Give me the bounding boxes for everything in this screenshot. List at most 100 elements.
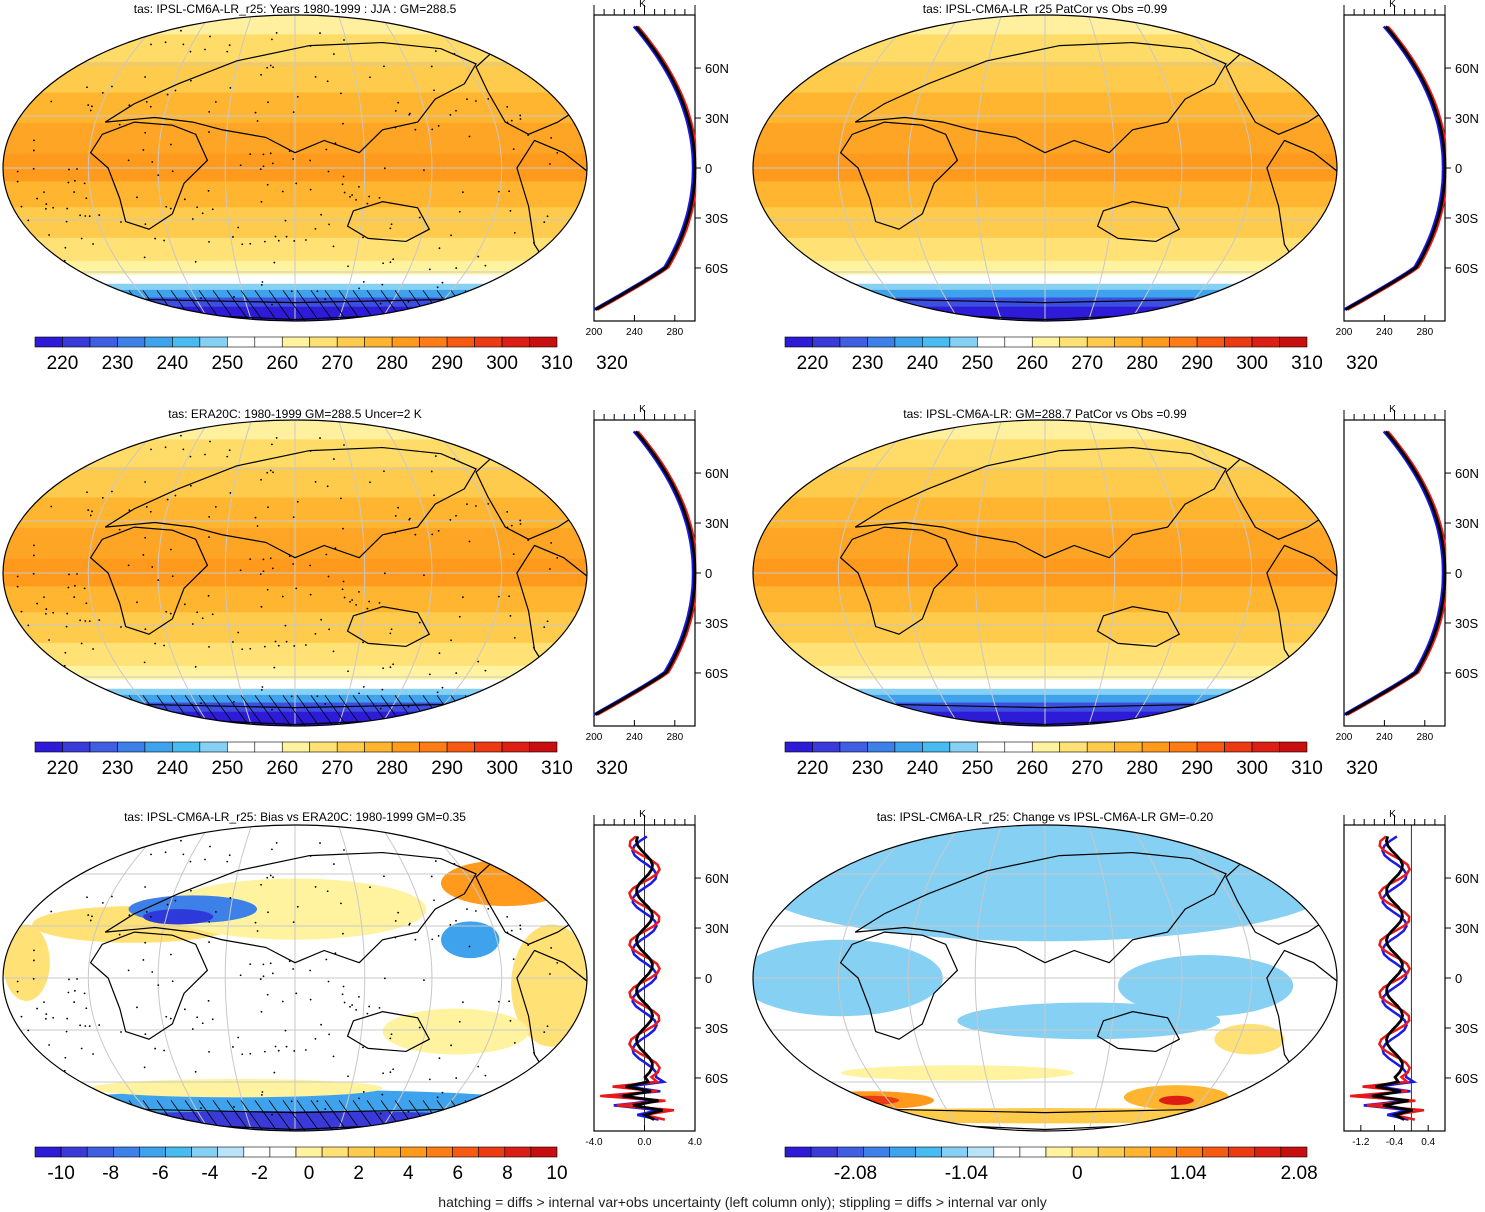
continent-australia <box>346 606 431 648</box>
colorbar-swatch <box>117 336 146 348</box>
colorbar-swatch <box>1086 741 1115 753</box>
continent-eurasia <box>854 446 1227 559</box>
colorbar-swatch <box>172 741 201 753</box>
graticule <box>3 420 587 726</box>
colorbar-swatch <box>62 741 91 753</box>
profile-lat-label: 30S <box>705 1021 728 1036</box>
profile-lat-label: 30S <box>705 211 728 226</box>
colorbar-label: 260 <box>266 758 298 779</box>
panel-title: tas: IPSL-CM6A-LR_r25: Change vs IPSL-CM… <box>876 810 1214 824</box>
colorbar-swatch <box>1141 336 1170 348</box>
colorbar-swatch <box>1176 1146 1203 1158</box>
profile-lat-label: 60S <box>1455 666 1478 681</box>
colorbar-swatch <box>941 1146 969 1158</box>
zonal-profile: K 60N 30N 0 30S 60S -4.0 0.0 4.0 <box>585 810 728 1148</box>
colorbar-swatch <box>1279 741 1308 753</box>
profile-frame <box>1343 14 1446 322</box>
colorbar-swatch <box>810 1146 838 1158</box>
colorbar-swatch <box>530 1146 558 1158</box>
graticule <box>3 825 587 1131</box>
colorbar-swatch <box>1251 741 1280 753</box>
colorbar-swatch <box>529 336 558 348</box>
colorbar-swatch <box>863 1146 890 1158</box>
zonal-profile: K 60N 30N 0 30S 60S -1.2 -0.4 0.4 <box>1343 810 1479 1148</box>
zonal-profile: K 60N 30N 0 30S 60S 200 240 280 <box>1336 405 1479 743</box>
profile-line-model <box>594 25 697 311</box>
colorbar-swatch <box>60 1146 88 1158</box>
profile-line-ref <box>593 430 695 716</box>
colorbar-label: 290 <box>431 353 463 374</box>
colorbar-swatch <box>1004 336 1033 348</box>
panel-title: tas: IPSL-CM6A-LR_r25: Years 1980-1999 :… <box>133 2 457 16</box>
colorbar-label: 230 <box>852 758 884 779</box>
colorbar-label: 290 <box>431 758 463 779</box>
profile-line-obs <box>1350 835 1425 1121</box>
continent-australia <box>346 1011 431 1053</box>
profile-x-label: 200 <box>586 732 603 743</box>
colorbar: -2.08 -1.04 0 1.04 2.08 <box>784 1146 1318 1184</box>
profile-x-label: -0.4 <box>1386 1137 1404 1148</box>
profile-unit: K <box>639 405 646 415</box>
colorbar-label: 220 <box>797 353 829 374</box>
profile-line-model <box>1372 836 1413 1121</box>
colorbar-swatch <box>784 741 813 753</box>
profile-x-label: -4.0 <box>585 1137 603 1148</box>
colorbar-swatch <box>199 741 228 753</box>
colorbar-swatch <box>812 741 841 753</box>
colorbar-label: 250 <box>211 353 243 374</box>
change-region <box>1214 1023 1285 1055</box>
colorbar-swatch <box>949 336 978 348</box>
continent-greenland <box>522 22 577 44</box>
colorbar-label: 310 <box>541 758 573 779</box>
colorbar-swatch <box>336 336 365 348</box>
colorbar-swatch <box>867 336 896 348</box>
colorbar-swatch <box>89 741 118 753</box>
map-outline <box>2 824 588 1132</box>
colorbar-swatch <box>1071 1146 1099 1158</box>
colorbar-swatch <box>1196 741 1225 753</box>
bias-region <box>441 921 500 959</box>
colorbar-label: 280 <box>1126 353 1158 374</box>
profile-x-label: 240 <box>626 732 643 743</box>
map-projection <box>752 824 1338 1132</box>
colorbar-swatch <box>836 1146 864 1158</box>
profile-line-obs <box>1346 430 1447 716</box>
colorbar-label: 1.04 <box>1170 1163 1207 1184</box>
colorbar-swatch <box>1251 336 1280 348</box>
colorbar-swatch <box>1031 336 1061 348</box>
colorbar-swatch <box>199 336 228 348</box>
colorbar-label: 230 <box>852 353 884 374</box>
zonal-profile: K 60N 30N 0 30S 60S 200 240 280 <box>1336 0 1479 338</box>
profile-line-obs <box>600 835 675 1121</box>
colorbar-swatch <box>89 336 118 348</box>
colorbar-swatch <box>1169 741 1198 753</box>
colorbar-label: 250 <box>961 353 993 374</box>
profile-lat-label: 60S <box>1455 1071 1478 1086</box>
colorbar-swatch <box>144 336 173 348</box>
colorbar-swatch <box>915 1146 942 1158</box>
colorbar-swatch <box>34 741 63 753</box>
panel-svg: 220 230 240 250 260 270 280 290 300 310 320 K 60N 30N… <box>752 0 1479 374</box>
colorbar-swatch <box>967 1146 995 1158</box>
colorbar-swatch <box>1086 336 1115 348</box>
profile-unit: K <box>639 0 646 10</box>
profile-x-label: 240 <box>1376 327 1393 338</box>
colorbar-swatch <box>839 741 868 753</box>
colorbar-swatch <box>474 741 503 753</box>
colorbar-label: 260 <box>266 353 298 374</box>
panel-p5: tas: IPSL-CM6A-LR_r25: Bias vs ERA20C: 1… <box>0 810 735 1190</box>
continent-africa <box>839 526 959 635</box>
profile-line-model <box>622 836 663 1121</box>
colorbar-swatch <box>501 336 530 348</box>
profile-lat-label: 60N <box>705 871 729 886</box>
colorbar-label: 300 <box>1236 353 1268 374</box>
panel-title: tas: IPSL-CM6A-LR_r25 PatCor vs Obs =0.9… <box>922 2 1168 16</box>
profile-lat-label: 60S <box>705 666 728 681</box>
colorbar-swatch <box>1202 1146 1230 1158</box>
graticule <box>753 420 1337 726</box>
footnote: hatching = diffs > internal var+obs unce… <box>438 1194 1047 1210</box>
colorbar-label: 280 <box>376 758 408 779</box>
colorbar-label: 220 <box>47 353 79 374</box>
colorbar-swatch <box>309 741 338 753</box>
colorbar-swatch <box>1045 1146 1073 1158</box>
